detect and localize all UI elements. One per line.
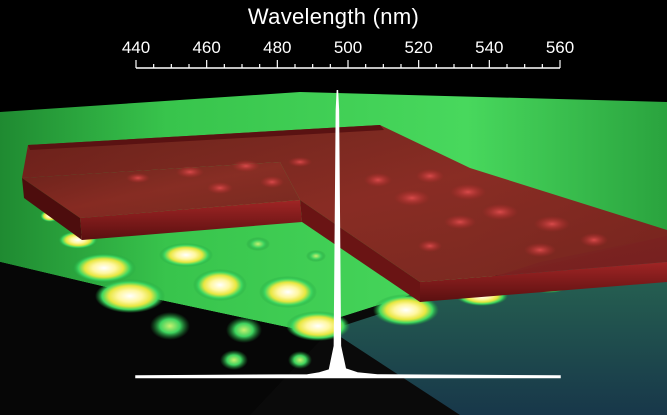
axis-tick-label: 500 — [334, 38, 362, 57]
axis-tick-label: 480 — [263, 38, 291, 57]
wavelength-axis: 440 460 480 500 520 540 560 — [122, 38, 574, 69]
emission-spectrum-curve — [135, 89, 561, 379]
axis-tick-label: 440 — [122, 38, 150, 57]
axis-tick-label: 520 — [404, 38, 432, 57]
axis-tick-label: 540 — [475, 38, 503, 57]
axis-tick-label: 560 — [546, 38, 574, 57]
axis-tick-label: 460 — [192, 38, 220, 57]
red-slab — [22, 125, 667, 302]
axis-title: Wavelength (nm) — [247, 4, 420, 29]
